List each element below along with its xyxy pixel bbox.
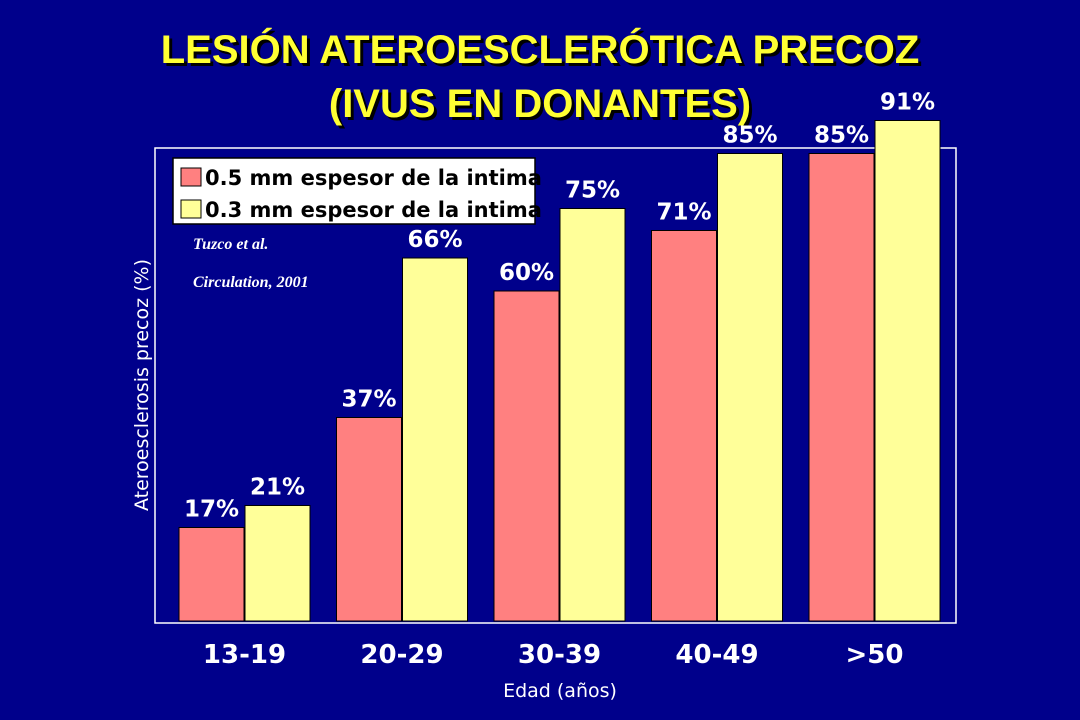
bar-40-49-series-2 <box>717 153 783 622</box>
value-label->50-series-1: 85% <box>814 123 869 149</box>
value-label-40-49-series-1: 71% <box>656 200 711 226</box>
bar-30-39-series-1 <box>493 290 560 622</box>
value-label-30-39-series-1: 60% <box>499 260 554 286</box>
value-label-20-29-series-1: 37% <box>341 387 396 413</box>
bar-20-29-series-2 <box>402 257 468 622</box>
x-tick-label: >50 <box>846 640 904 670</box>
citation-journal: Circulation, 2001 <box>193 274 309 291</box>
slide-title-line1: LESIÓN ATEROESCLERÓTICA PRECOZ <box>160 28 920 72</box>
bars-group <box>178 120 941 622</box>
x-tick-label: 40-49 <box>675 640 758 670</box>
legend-label-series-1: 0.5 mm espesor de la intima <box>205 166 542 190</box>
legend-box <box>172 157 536 225</box>
x-tick-label: 30-39 <box>518 640 601 670</box>
bar-13-19-series-2 <box>244 505 311 622</box>
x-tick-label: 13-19 <box>203 640 286 670</box>
bar->50-series-1 <box>808 153 875 622</box>
bar-30-39-series-2 <box>559 208 626 622</box>
y-axis-title: Ateroesclerosis precoz (%) <box>131 259 153 511</box>
value-label-13-19-series-1: 17% <box>184 497 239 523</box>
citation-author: Tuzco et al. <box>193 236 268 253</box>
bar-40-49-series-1 <box>651 230 717 622</box>
slide-title-line2: (IVUS EN DONANTES) <box>328 82 752 126</box>
plot-area-frame <box>154 147 957 624</box>
x-tick-labels-group: 13-19 20-29 30-39 40-49 >50 <box>203 640 904 670</box>
value-label-20-29-series-2: 66% <box>407 227 462 253</box>
bar-13-19-series-1 <box>178 527 245 622</box>
x-tick-label: 20-29 <box>360 640 443 670</box>
value-labels-group: 17% 21% 37% 66% 60% 75% 71% 85% 85% 91% <box>184 90 935 523</box>
bar-20-29-series-1 <box>336 417 402 622</box>
value-label->50-series-2: 91% <box>880 90 935 116</box>
value-label-40-49-series-2: 85% <box>722 123 777 149</box>
bar->50-series-2 <box>874 120 941 622</box>
legend-label-series-2: 0.3 mm espesor de la intima <box>205 198 542 222</box>
legend-swatch-series-1 <box>180 167 202 187</box>
legend-swatch-series-2 <box>180 199 202 219</box>
value-label-13-19-series-2: 21% <box>250 475 305 501</box>
legend: 0.5 mm espesor de la intima 0.3 mm espes… <box>172 157 542 225</box>
x-axis-title: Edad (años) <box>503 680 617 702</box>
value-label-30-39-series-2: 75% <box>565 178 620 204</box>
